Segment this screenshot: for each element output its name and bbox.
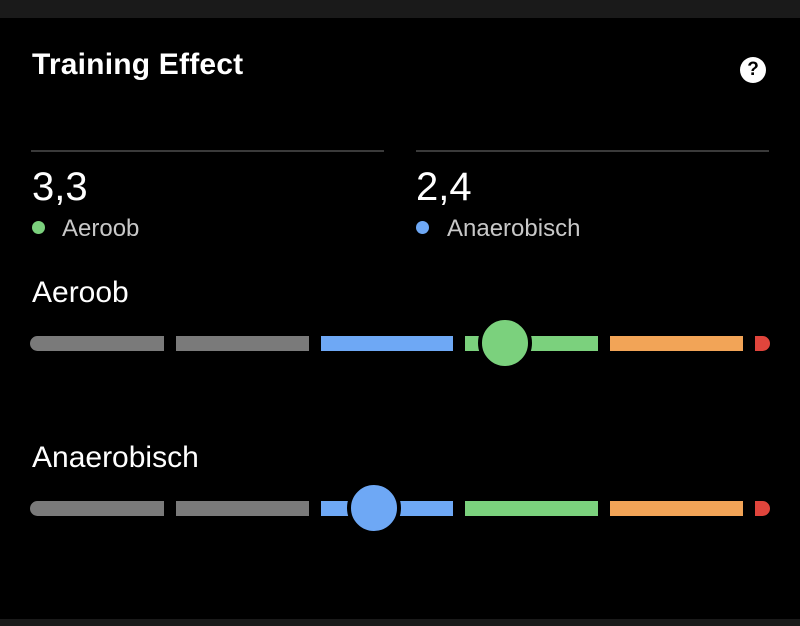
card-title: Training Effect [32,48,244,81]
scale-segment-6 [755,336,770,351]
scale-segment-2 [176,501,309,516]
divider-anaerobic [416,150,769,152]
scale-segment-5 [610,501,743,516]
anaerobic-scale-title: Anaerobisch [32,441,199,474]
scale-segment-4 [465,501,598,516]
aerobic-scale-bar [30,316,770,370]
divider-aerobic [31,150,384,152]
question-icon[interactable]: ? [740,57,766,83]
scale-segment-1 [30,501,164,516]
bottom-bar [0,619,800,626]
scale-marker [477,316,532,370]
aerobic-scale-title: Aeroob [32,276,129,309]
anaerobic-scale-bar [30,481,770,535]
anaerobic-label: Anaerobisch [447,215,581,242]
scale-segment-2 [176,336,309,351]
scale-segment-1 [30,336,164,351]
training-effect-card [0,18,800,619]
aerobic-value: 3,3 [32,165,88,209]
aerobic-dot [32,221,45,234]
aerobic-label: Aeroob [62,215,140,242]
scale-marker [346,481,401,535]
scale-segment-5 [610,336,743,351]
scale-segment-3 [321,336,453,351]
anaerobic-dot [416,221,429,234]
scale-segment-6 [755,501,770,516]
anaerobic-value: 2,4 [416,165,472,209]
top-bar [0,0,800,18]
